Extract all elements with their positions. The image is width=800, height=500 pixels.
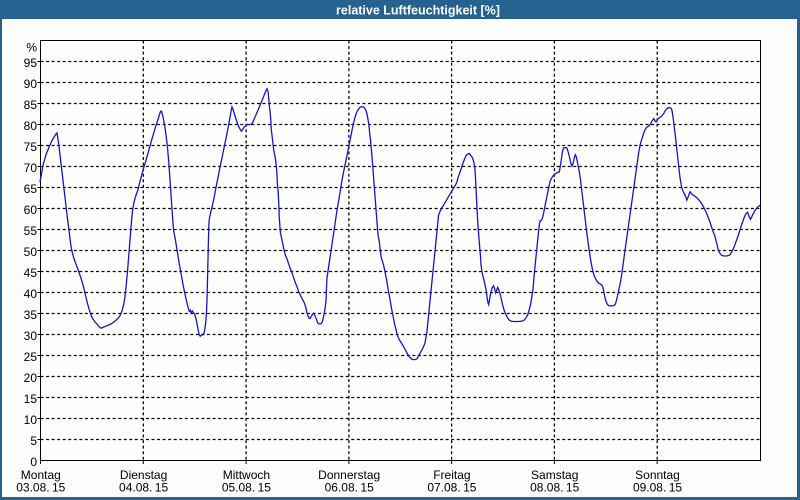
svg-text:06.08. 15: 06.08. 15 xyxy=(325,481,374,495)
svg-text:Dienstag: Dienstag xyxy=(120,468,167,482)
svg-text:90: 90 xyxy=(24,77,38,91)
svg-text:40: 40 xyxy=(24,287,38,301)
svg-text:relative Luftfeuchtigkeit [%]: relative Luftfeuchtigkeit [%] xyxy=(336,4,500,18)
svg-text:60: 60 xyxy=(24,203,38,217)
svg-text:09.08. 15: 09.08. 15 xyxy=(633,481,682,495)
svg-text:Samstag: Samstag xyxy=(531,468,578,482)
svg-text:25: 25 xyxy=(24,350,38,364)
svg-text:Montag: Montag xyxy=(21,468,61,482)
svg-text:85: 85 xyxy=(24,98,38,112)
svg-text:5: 5 xyxy=(30,434,37,448)
svg-text:65: 65 xyxy=(24,182,38,196)
svg-text:08.08. 15: 08.08. 15 xyxy=(530,481,579,495)
svg-text:55: 55 xyxy=(24,224,38,238)
svg-text:07.08. 15: 07.08. 15 xyxy=(427,481,476,495)
svg-text:30: 30 xyxy=(24,329,38,343)
svg-text:95: 95 xyxy=(24,56,38,70)
svg-text:35: 35 xyxy=(24,308,38,322)
svg-text:0: 0 xyxy=(30,455,37,469)
svg-text:Freitag: Freitag xyxy=(433,468,470,482)
svg-text:05.08. 15: 05.08. 15 xyxy=(222,481,271,495)
svg-text:10: 10 xyxy=(24,413,38,427)
svg-text:70: 70 xyxy=(24,161,38,175)
svg-text:Sonntag: Sonntag xyxy=(635,468,680,482)
svg-text:04.08. 15: 04.08. 15 xyxy=(119,481,168,495)
svg-text:Donnerstag: Donnerstag xyxy=(318,468,380,482)
svg-text:20: 20 xyxy=(24,371,38,385)
svg-text:Mittwoch: Mittwoch xyxy=(223,468,270,482)
svg-text:03.08. 15: 03.08. 15 xyxy=(16,481,65,495)
svg-text:45: 45 xyxy=(24,266,38,280)
svg-text:80: 80 xyxy=(24,119,38,133)
svg-text:%: % xyxy=(26,41,37,55)
svg-text:15: 15 xyxy=(24,392,38,406)
svg-text:50: 50 xyxy=(24,245,38,259)
svg-text:75: 75 xyxy=(24,140,38,154)
